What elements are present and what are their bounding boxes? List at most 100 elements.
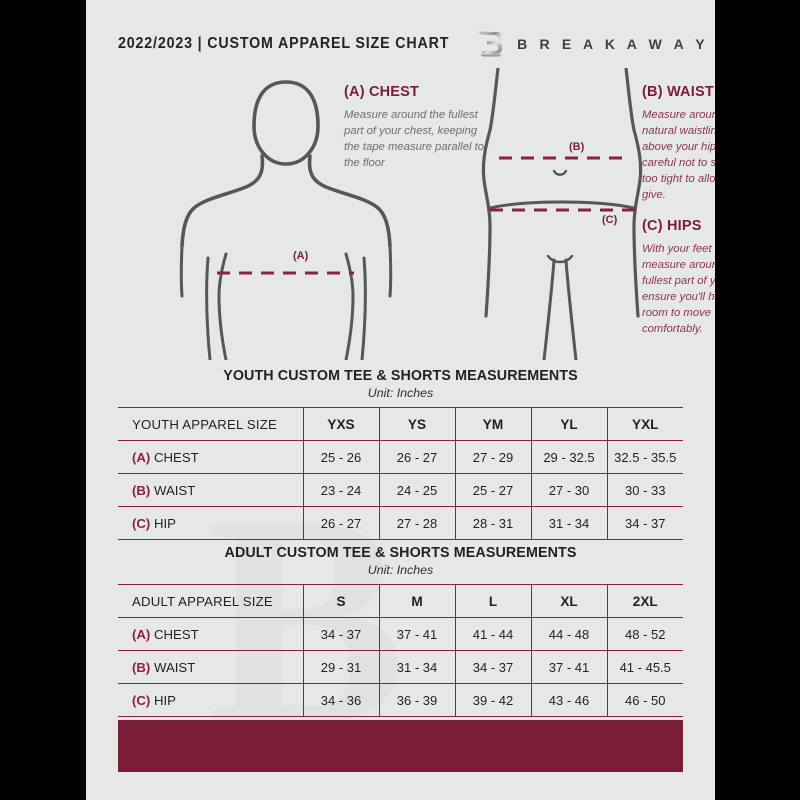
breakaway-b-monogram-icon xyxy=(479,31,503,57)
youth-chest-yxl: 32.5 - 35.5 xyxy=(606,440,683,474)
adult-chest-l: 41 - 44 xyxy=(454,617,531,651)
note-chest-title: (A) CHEST xyxy=(344,84,420,100)
adult-row-tag-waist: (B) xyxy=(132,659,151,675)
adult-hip-l: 39 - 42 xyxy=(454,683,531,717)
table-row: (B) WAIST 29 - 31 31 - 34 34 - 37 37 - 4… xyxy=(118,650,683,684)
torso-sides xyxy=(179,244,393,360)
adult-chest-2xl: 48 - 52 xyxy=(606,617,683,651)
adult-hip-s: 34 - 36 xyxy=(302,683,379,717)
adult-row-name-hip: HIP xyxy=(153,692,176,708)
adult-size-col-3: XL xyxy=(530,584,607,618)
youth-row-label-waist: (B) WAIST xyxy=(118,473,303,507)
youth-size-col-1: YS xyxy=(378,407,455,441)
youth-measurements-block: YOUTH CUSTOM TEE & SHORTS MEASUREMENTS U… xyxy=(118,368,683,540)
note-hips-title: (C) HIPS xyxy=(642,218,702,234)
adult-row-tag-hip: (C) xyxy=(132,692,151,708)
note-waist-title: (B) WAIST xyxy=(642,84,714,100)
size-chart-page: B 2022/2023 | CUSTOM APPAREL SIZE CHART xyxy=(86,0,715,800)
adult-row-label-chest: (A) CHEST xyxy=(118,617,303,651)
adult-size-col-1: M xyxy=(378,584,455,618)
hips-figure xyxy=(481,68,643,360)
youth-size-header: YOUTH APPAREL SIZE xyxy=(118,407,303,441)
youth-row-name-chest: CHEST xyxy=(153,449,199,465)
youth-hip-yl: 31 - 34 xyxy=(530,506,607,540)
youth-size-col-2: YM xyxy=(454,407,531,441)
adult-hip-xl: 43 - 46 xyxy=(530,683,607,717)
note-chest: (A) CHEST Measure around the fullest par… xyxy=(344,84,494,171)
adult-hip-2xl: 46 - 50 xyxy=(606,683,683,717)
adult-waist-m: 31 - 34 xyxy=(378,650,455,684)
adult-chest-s: 34 - 37 xyxy=(302,617,379,651)
youth-size-col-0: YXS xyxy=(302,407,379,441)
note-waist: (B) WAIST Measure around your natural wa… xyxy=(642,84,715,203)
table-row: (B) WAIST 23 - 24 24 - 25 25 - 27 27 - 3… xyxy=(118,473,683,507)
note-hips: (C) HIPS With your feet together, measur… xyxy=(642,218,715,337)
youth-hip-yxl: 34 - 37 xyxy=(606,506,683,540)
brand-name: B R E A K A W A Y xyxy=(517,36,709,52)
body-figures xyxy=(179,68,643,360)
adult-row-name-waist: WAIST xyxy=(153,659,196,675)
hips-marker-label: (C) xyxy=(602,214,618,226)
adult-size-col-2: L xyxy=(454,584,531,618)
youth-size-col-3: YL xyxy=(530,407,607,441)
youth-chest-ym: 27 - 29 xyxy=(454,440,531,474)
youth-chest-yl: 29 - 32.5 xyxy=(530,440,607,474)
youth-table-unit: Unit: Inches xyxy=(367,386,434,400)
measurement-illustrations: (A) (B) (C) (A) CHEST Measure around the… xyxy=(86,68,715,360)
waist-marker-label: (B) xyxy=(569,141,585,153)
adult-row-tag-chest: (A) xyxy=(132,626,151,642)
table-header-row: YOUTH APPAREL SIZE YXS YS YM YL YXL xyxy=(118,407,683,441)
adult-size-header: ADULT APPAREL SIZE xyxy=(118,584,303,618)
youth-waist-ym: 25 - 27 xyxy=(454,473,531,507)
table-row: (C) HIP 34 - 36 36 - 39 39 - 42 43 - 46 … xyxy=(118,683,683,717)
chest-marker-label: (A) xyxy=(293,250,309,262)
adult-waist-2xl: 41 - 45.5 xyxy=(606,650,683,684)
torso-figure xyxy=(180,80,392,248)
note-hips-body: With your feet together, measure around … xyxy=(642,243,715,336)
table-header-row: ADULT APPAREL SIZE S M L XL 2XL xyxy=(118,584,683,618)
youth-waist-yxs: 23 - 24 xyxy=(302,473,379,507)
youth-size-col-4: YXL xyxy=(606,407,683,441)
youth-table-title: YOUTH CUSTOM TEE & SHORTS MEASUREMENTS xyxy=(223,368,578,384)
adult-table-title: ADULT CUSTOM TEE & SHORTS MEASUREMENTS xyxy=(224,545,577,561)
adult-row-label-hip: (C) HIP xyxy=(118,683,303,717)
youth-row-label-hip: (C) HIP xyxy=(118,506,303,540)
adult-measurements-table: ADULT APPAREL SIZE S M L XL 2XL (A) CHES… xyxy=(118,584,683,717)
adult-hip-m: 36 - 39 xyxy=(378,683,455,717)
adult-waist-s: 29 - 31 xyxy=(302,650,379,684)
adult-measurements-block: ADULT CUSTOM TEE & SHORTS MEASUREMENTS U… xyxy=(118,545,683,717)
adult-waist-l: 34 - 37 xyxy=(454,650,531,684)
youth-row-tag-chest: (A) xyxy=(132,449,151,465)
youth-measurements-table: YOUTH APPAREL SIZE YXS YS YM YL YXL (A) … xyxy=(118,407,683,540)
footer-bar xyxy=(118,720,683,772)
adult-row-label-waist: (B) WAIST xyxy=(118,650,303,684)
youth-waist-yl: 27 - 30 xyxy=(530,473,607,507)
youth-row-label-chest: (A) CHEST xyxy=(118,440,303,474)
page-title: 2022/2023 | CUSTOM APPAREL SIZE CHART xyxy=(118,35,450,52)
adult-chest-m: 37 - 41 xyxy=(378,617,455,651)
adult-table-unit: Unit: Inches xyxy=(367,563,434,577)
note-chest-body: Measure around the fullest part of your … xyxy=(344,109,485,170)
adult-size-col-0: S xyxy=(302,584,379,618)
note-waist-body: Measure around your natural waistline – … xyxy=(642,109,715,202)
table-row: (C) HIP 26 - 27 27 - 28 28 - 31 31 - 34 … xyxy=(118,506,683,540)
adult-chest-xl: 44 - 48 xyxy=(530,617,607,651)
youth-waist-ys: 24 - 25 xyxy=(378,473,455,507)
youth-hip-ym: 28 - 31 xyxy=(454,506,531,540)
brand-logo: B R E A K A W A Y xyxy=(478,29,709,59)
youth-waist-yxl: 30 - 33 xyxy=(606,473,683,507)
youth-row-name-waist: WAIST xyxy=(153,482,196,498)
youth-row-name-hip: HIP xyxy=(153,515,176,531)
table-row: (A) CHEST 34 - 37 37 - 41 41 - 44 44 - 4… xyxy=(118,617,683,651)
youth-row-tag-hip: (C) xyxy=(132,515,151,531)
adult-row-name-chest: CHEST xyxy=(153,626,199,642)
table-row: (A) CHEST 25 - 26 26 - 27 27 - 29 29 - 3… xyxy=(118,440,683,474)
youth-hip-ys: 27 - 28 xyxy=(378,506,455,540)
youth-chest-ys: 26 - 27 xyxy=(378,440,455,474)
adult-size-col-4: 2XL xyxy=(606,584,683,618)
youth-chest-yxs: 25 - 26 xyxy=(302,440,379,474)
page-header: 2022/2023 | CUSTOM APPAREL SIZE CHART B … xyxy=(86,26,715,62)
youth-hip-yxs: 26 - 27 xyxy=(302,506,379,540)
youth-row-tag-waist: (B) xyxy=(132,482,151,498)
adult-waist-xl: 37 - 41 xyxy=(530,650,607,684)
